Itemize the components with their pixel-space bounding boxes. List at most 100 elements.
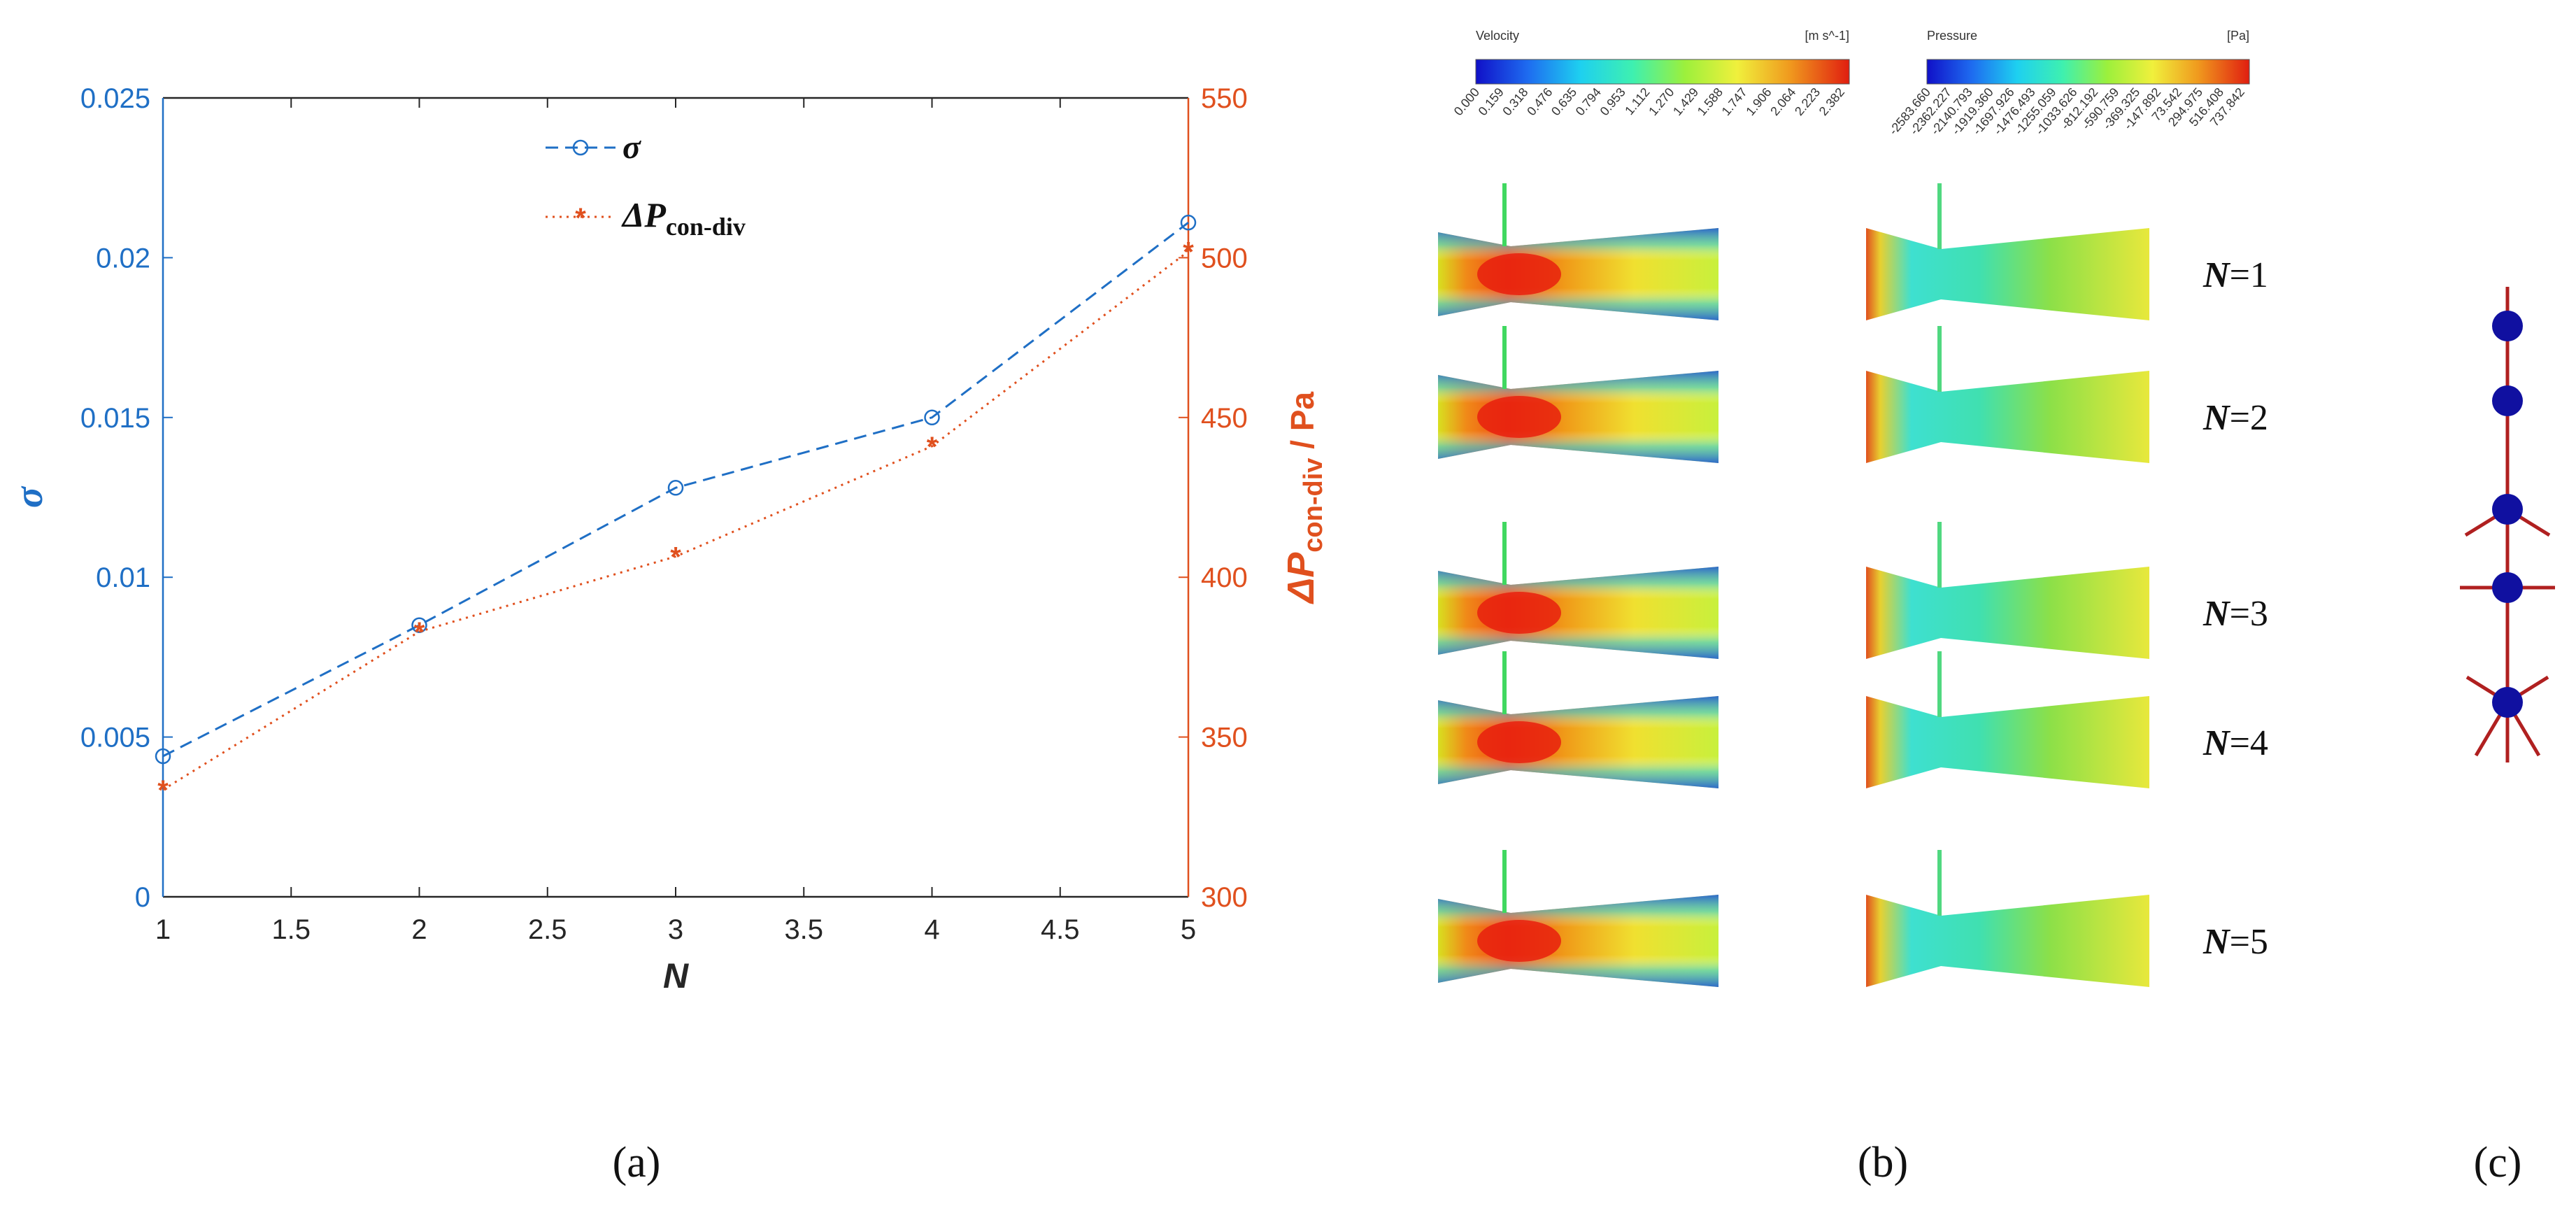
x-tick-label: 1.5 (271, 914, 311, 945)
right-axis-label-sub: con-div (1299, 458, 1328, 553)
right-tick-label: 350 (1201, 723, 1248, 753)
left-tick-label: 0.005 (80, 723, 150, 753)
velocity-core (1477, 721, 1561, 763)
data-point-dp: * (414, 617, 425, 648)
velocity-branch-stub (1502, 183, 1507, 246)
colorbar-tick-label: 0.953 (1597, 85, 1628, 118)
colorbar-tick-label: 2.064 (1767, 85, 1798, 118)
row-n-value: =3 (2230, 594, 2268, 634)
pressure-bar-unit: [Pa] (2227, 29, 2249, 43)
pressure-colorbar (1926, 59, 2250, 85)
node-1 (2492, 311, 2523, 341)
node-2 (2492, 385, 2523, 416)
pressure-bar-title: Pressure (1927, 29, 1977, 43)
pressure-contour (1866, 567, 2149, 659)
velocity-core (1477, 253, 1561, 295)
structure-diagram-panel: (c) (2460, 287, 2555, 1186)
colorbar-tick-label: 0.635 (1549, 85, 1579, 118)
pressure-branch-stub (1937, 850, 1942, 916)
velocity-contour-wall-layer (1438, 228, 1718, 320)
row-n-letter: N (2203, 922, 2231, 962)
data-point-sigma (155, 748, 171, 765)
right-tick-label: 550 (1201, 83, 1248, 114)
contour-row: N=2 (1438, 326, 2268, 463)
row-n-letter: N (2203, 398, 2231, 438)
colorbar-tick-label: 0.000 (1451, 85, 1482, 118)
colorbar-tick-label: 1.588 (1695, 85, 1725, 118)
row-n-letter: N (2203, 594, 2231, 634)
node-4 (2492, 572, 2523, 603)
x-tick-label: 4.5 (1041, 914, 1080, 945)
colorbar-tick-label: 2.382 (1816, 85, 1847, 118)
colorbar-tick-label: 1.429 (1670, 85, 1701, 118)
left-tick-label: 0.01 (96, 562, 150, 593)
data-point-dp: * (927, 432, 938, 462)
colorbar-tick-label: 0.794 (1573, 85, 1604, 118)
row-n-label: N=1 (2203, 255, 2268, 295)
left-tick-label: 0.025 (80, 83, 150, 114)
left-axis-label: σ (8, 485, 51, 508)
pressure-contour (1866, 228, 2149, 320)
colorbar-tick-label: 1.747 (1719, 85, 1750, 118)
pressure-branch-stub (1937, 326, 1942, 392)
pressure-branch-stub (1937, 183, 1942, 249)
series-line-dp (162, 250, 1189, 791)
node-5 (2492, 687, 2523, 718)
row-n-letter: N (2203, 723, 2231, 763)
velocity-branch-stub (1502, 850, 1507, 913)
velocity-branch-stub (1502, 326, 1507, 389)
legend-sigma-label: σ (622, 129, 641, 166)
colorbar-tick-label: 1.270 (1646, 85, 1677, 118)
colorbar-tick-label: 2.223 (1792, 85, 1823, 118)
node-3 (2492, 494, 2523, 525)
right-tick-label: 450 (1201, 403, 1248, 434)
velocity-core (1477, 920, 1561, 962)
x-tick-label: 3 (668, 914, 683, 945)
legend-dp-label-main: ΔP (621, 195, 666, 234)
colorbar-tick-label: 0.476 (1524, 85, 1555, 118)
pressure-contour (1866, 895, 2149, 987)
row-n-value: =1 (2230, 255, 2268, 295)
data-point-dp: * (670, 542, 681, 573)
velocity-contour-wall-layer (1438, 567, 1718, 659)
right-axis-label: ΔPcon-div / Pa (1280, 392, 1328, 604)
legend-sigma-marker (572, 139, 589, 156)
velocity-contour-wall-layer (1438, 371, 1718, 463)
row-n-value: =5 (2230, 922, 2268, 962)
velocity-bar-title: Velocity (1476, 29, 1519, 43)
x-tick-label: 4 (924, 914, 939, 945)
x-axis-tick-labels: 1 1.5 2 2.5 3 3.5 4 4.5 5 (155, 914, 1196, 945)
pressure-branch-stub (1937, 522, 1942, 588)
left-axis-tick-labels: 0 0.005 0.01 0.015 0.02 0.025 (80, 83, 150, 913)
left-tick-label: 0.015 (80, 403, 150, 434)
data-point-dp: * (157, 775, 169, 806)
x-tick-label: 2.5 (528, 914, 567, 945)
legend: σ * ΔPcon-div (546, 129, 746, 241)
velocity-core (1477, 396, 1561, 438)
left-tick-label: 0 (135, 882, 150, 913)
x-axis-label: N (663, 956, 689, 995)
chart-panel-a: 1 1.5 2 2.5 3 3.5 4 4.5 5 0 0.005 0.01 0.015 0.02 0.0… (8, 83, 1328, 1186)
right-axis-tick-labels: 300 350 400 450 500 550 (1201, 83, 1248, 913)
contour-row: N=5 (1438, 850, 2268, 987)
legend-dp-label-sub: con-div (666, 213, 746, 241)
row-n-value: =4 (2230, 723, 2268, 763)
row-n-label: N=3 (2203, 594, 2268, 634)
plot-area (163, 98, 1188, 897)
contour-row: N=4 (1438, 651, 2268, 788)
series-line-sigma (162, 221, 1189, 758)
velocity-bar-tick-labels: 0.0000.1590.3180.4760.6350.7940.9531.112… (1451, 85, 1847, 118)
right-axis-label-unit: / Pa (1284, 392, 1321, 458)
cfd-contour-panel: Velocity [m s^-1] 0.0000.1590.3180.4760.… (1438, 29, 2268, 1186)
velocity-branch-stub (1502, 522, 1507, 585)
x-tick-label: 3.5 (784, 914, 823, 945)
colorbar-tick-label: 1.906 (1743, 85, 1774, 118)
right-tick-label: 400 (1201, 562, 1248, 593)
row-n-label: N=2 (2203, 398, 2268, 438)
contour-row: N=1 (1438, 183, 2268, 320)
legend-dp-marker: * (575, 203, 586, 234)
pressure-contour (1866, 696, 2149, 788)
x-tick-label: 2 (411, 914, 427, 945)
velocity-core (1477, 592, 1561, 634)
